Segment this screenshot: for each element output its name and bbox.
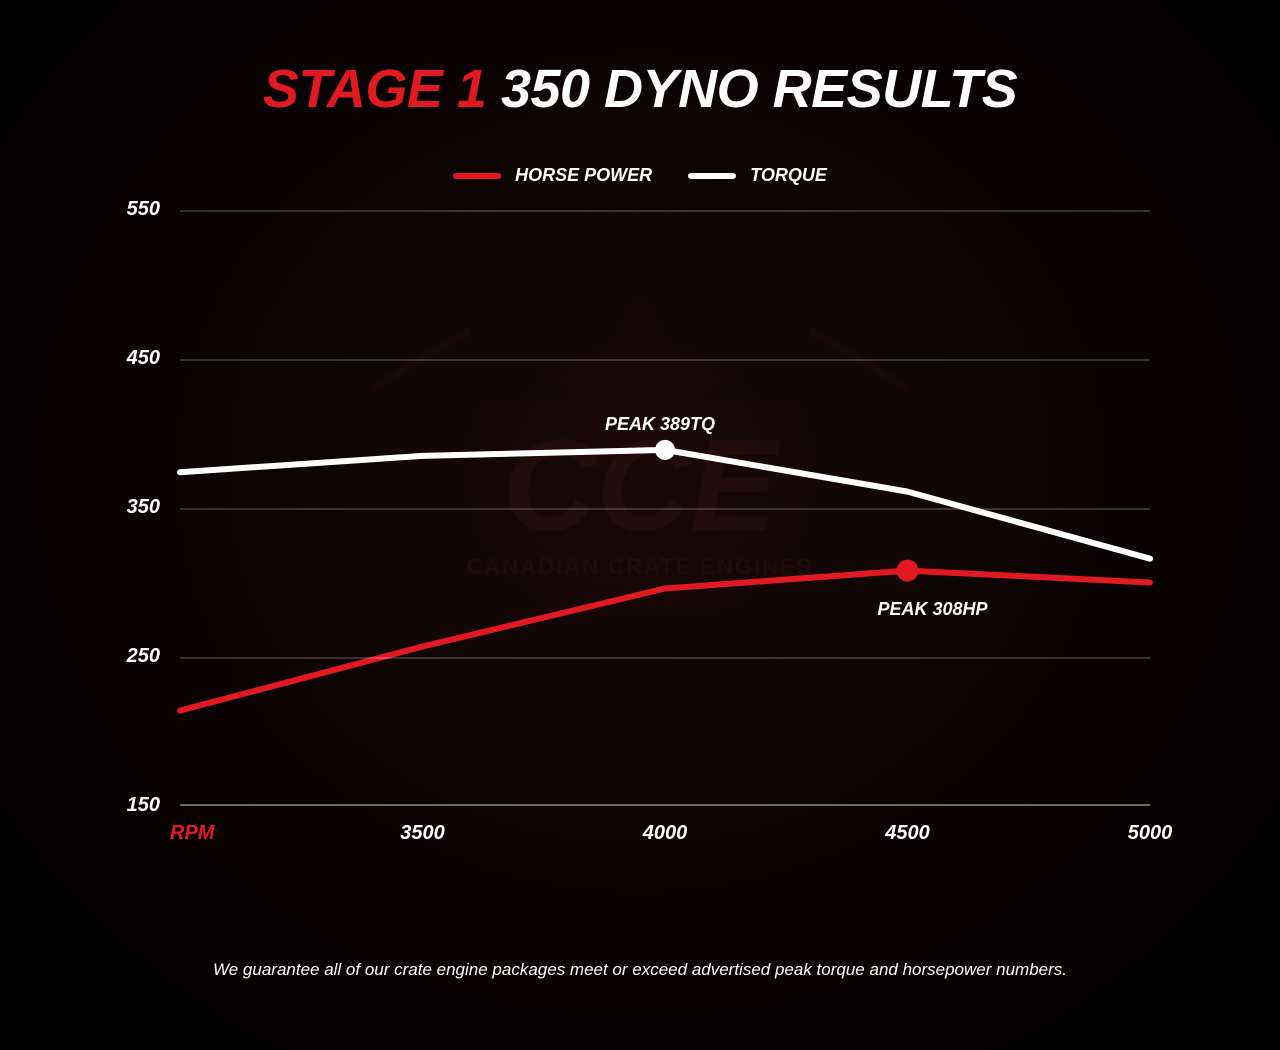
gridline <box>180 508 1150 510</box>
peak-label-horse_power: PEAK 308HP <box>878 599 988 620</box>
y-tick-label: 450 <box>100 347 160 370</box>
x-tick-label: 5000 <box>1120 822 1180 845</box>
gridline <box>180 359 1150 361</box>
y-tick-label: 150 <box>100 794 160 817</box>
x-tick-label: 4000 <box>635 822 695 845</box>
gridline <box>180 210 1150 212</box>
chart-area: 150250350450550RPM3500400045005000PEAK 3… <box>110 210 1150 850</box>
x-axis-label-rpm: RPM <box>170 822 214 845</box>
legend-item-horse-power: HORSE POWER <box>453 165 652 186</box>
y-tick-label: 550 <box>100 198 160 221</box>
legend-swatch <box>688 173 736 179</box>
legend-item-torque: TORQUE <box>688 165 827 186</box>
y-tick-label: 250 <box>100 645 160 668</box>
gridline <box>180 657 1150 659</box>
x-tick-label: 4500 <box>878 822 938 845</box>
peak-marker-horse_power <box>897 560 919 582</box>
title-stage: STAGE 1 <box>263 59 487 119</box>
legend-label: TORQUE <box>750 165 827 186</box>
x-tick-label: 3500 <box>393 822 453 845</box>
legend-label: HORSE POWER <box>515 165 652 186</box>
legend-swatch <box>453 173 501 179</box>
peak-label-torque: PEAK 389TQ <box>605 414 715 435</box>
peak-marker-torque <box>655 440 675 460</box>
chart-title: STAGE 1 350 DYNO RESULTS <box>0 58 1280 120</box>
series-torque <box>180 450 1150 559</box>
series-horse_power <box>180 571 1150 711</box>
y-tick-label: 350 <box>100 496 160 519</box>
footnote-text: We guarantee all of our crate engine pac… <box>0 960 1280 980</box>
title-rest: 350 DYNO RESULTS <box>486 59 1017 119</box>
legend: HORSE POWER TORQUE <box>0 165 1280 186</box>
